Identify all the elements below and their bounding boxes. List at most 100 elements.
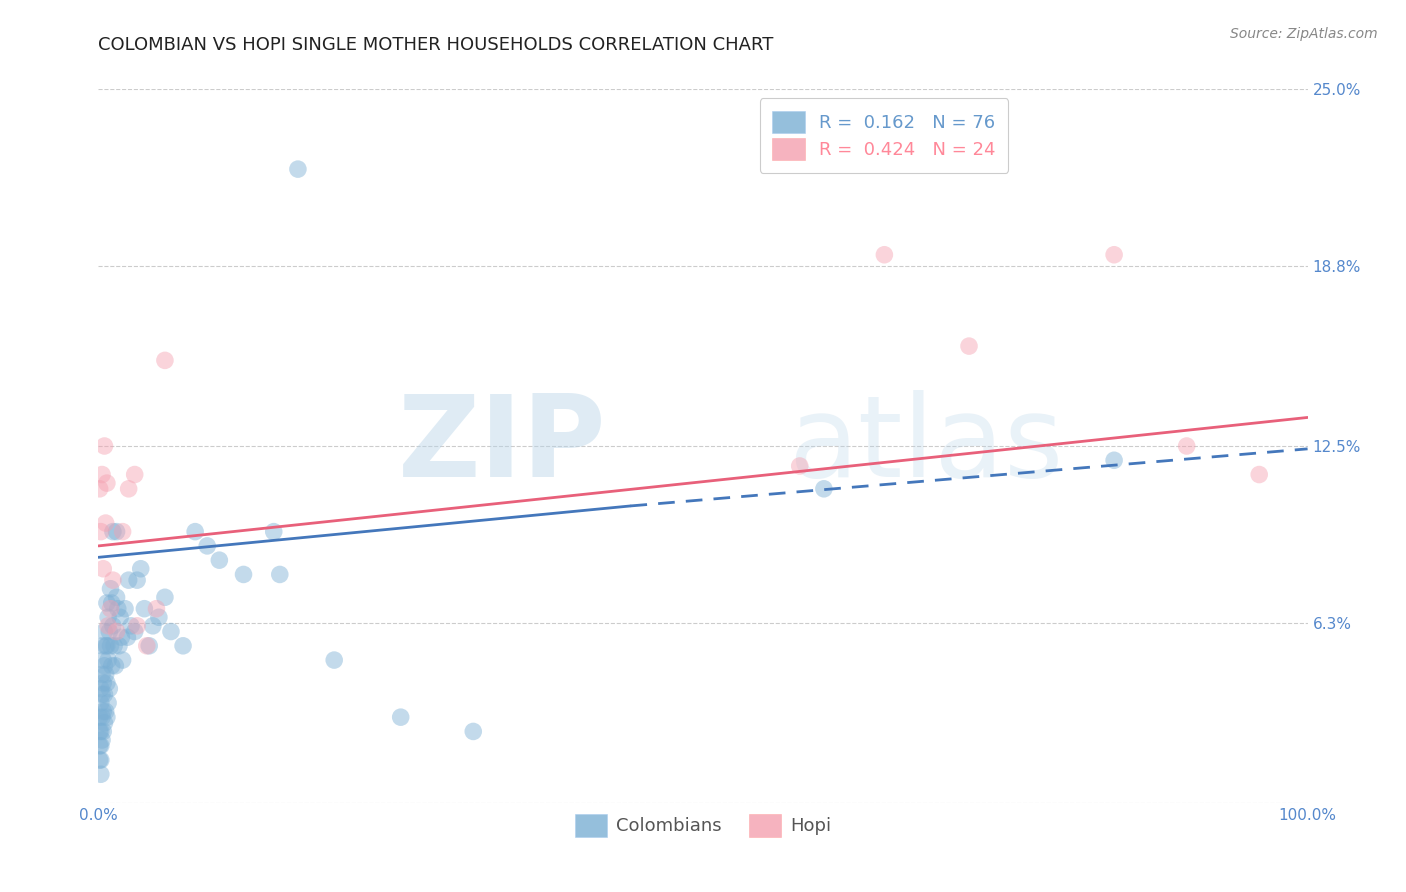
Point (232, 567, 254, 582)
Point (89, 710, 111, 724)
Point (184, 524, 207, 539)
Point (111, 653, 134, 667)
Point (323, 653, 346, 667)
Point (208, 553, 231, 567)
Point (135, 639, 157, 653)
Point (90, 524, 112, 539)
Point (93, 439, 115, 453)
Point (104, 658, 127, 673)
Point (148, 610, 170, 624)
Point (127, 573, 149, 587)
Point (108, 610, 131, 624)
Point (90, 724, 112, 739)
Point (1249, 467, 1271, 482)
Point (98, 681, 121, 696)
Point (96, 710, 118, 724)
Point (97, 653, 120, 667)
Point (153, 353, 176, 368)
Point (160, 624, 183, 639)
Point (873, 248, 896, 262)
Point (263, 524, 285, 539)
Point (120, 619, 142, 633)
Point (100, 596, 122, 610)
Text: atlas: atlas (787, 391, 1063, 501)
Text: COLOMBIAN VS HOPI SINGLE MOTHER HOUSEHOLDS CORRELATION CHART: COLOMBIAN VS HOPI SINGLE MOTHER HOUSEHOL… (98, 36, 773, 54)
Point (1175, 439, 1198, 453)
Point (138, 639, 160, 653)
Point (97, 696, 120, 710)
Point (124, 467, 146, 482)
Point (107, 601, 129, 615)
Point (957, 339, 980, 353)
Point (91, 467, 114, 482)
Point (96, 476, 118, 491)
Point (91, 562, 114, 576)
Point (93, 715, 115, 730)
Point (93, 624, 115, 639)
Point (91, 705, 114, 719)
Point (93, 658, 115, 673)
Point (91, 733, 114, 747)
Point (98, 624, 121, 639)
Point (129, 562, 152, 576)
Text: Source: ZipAtlas.com: Source: ZipAtlas.com (1230, 27, 1378, 41)
Text: ZIP: ZIP (398, 391, 606, 501)
Point (269, 567, 291, 582)
Point (91, 687, 114, 701)
Point (89, 724, 111, 739)
Point (89, 482, 111, 496)
Point (105, 524, 128, 539)
Point (90, 696, 112, 710)
Point (110, 630, 132, 644)
Point (94, 639, 117, 653)
Point (389, 710, 412, 724)
Point (91, 724, 114, 739)
Point (97, 610, 120, 624)
Point (287, 162, 309, 177)
Point (124, 624, 146, 639)
Point (96, 596, 118, 610)
Point (127, 619, 149, 633)
Point (100, 601, 122, 615)
Point (94, 516, 117, 530)
Point (463, 724, 485, 739)
Point (103, 639, 125, 653)
Point (91, 710, 114, 724)
Legend: Colombians, Hopi: Colombians, Hopi (568, 807, 838, 844)
Point (101, 619, 124, 633)
Point (96, 639, 118, 653)
Point (118, 573, 141, 587)
Point (108, 639, 131, 653)
Point (134, 601, 156, 615)
Point (153, 591, 176, 605)
Point (90, 767, 112, 781)
Point (118, 482, 141, 496)
Point (96, 676, 118, 690)
Point (89, 753, 111, 767)
Point (101, 524, 124, 539)
Point (142, 619, 165, 633)
Point (97, 619, 120, 633)
Point (90, 753, 112, 767)
Point (94, 667, 117, 681)
Point (91, 653, 114, 667)
Point (93, 687, 115, 701)
Point (90, 739, 112, 753)
Point (89, 739, 111, 753)
Point (105, 591, 128, 605)
Point (91, 667, 114, 681)
Point (114, 601, 136, 615)
Point (117, 630, 139, 644)
Point (100, 639, 122, 653)
Point (789, 458, 811, 473)
Point (172, 639, 194, 653)
Point (91, 639, 114, 653)
Point (111, 524, 134, 539)
Point (100, 582, 122, 596)
Point (145, 601, 167, 615)
Point (195, 539, 218, 553)
Point (105, 624, 128, 639)
Point (813, 482, 835, 496)
Point (91, 676, 114, 690)
Point (1102, 453, 1125, 467)
